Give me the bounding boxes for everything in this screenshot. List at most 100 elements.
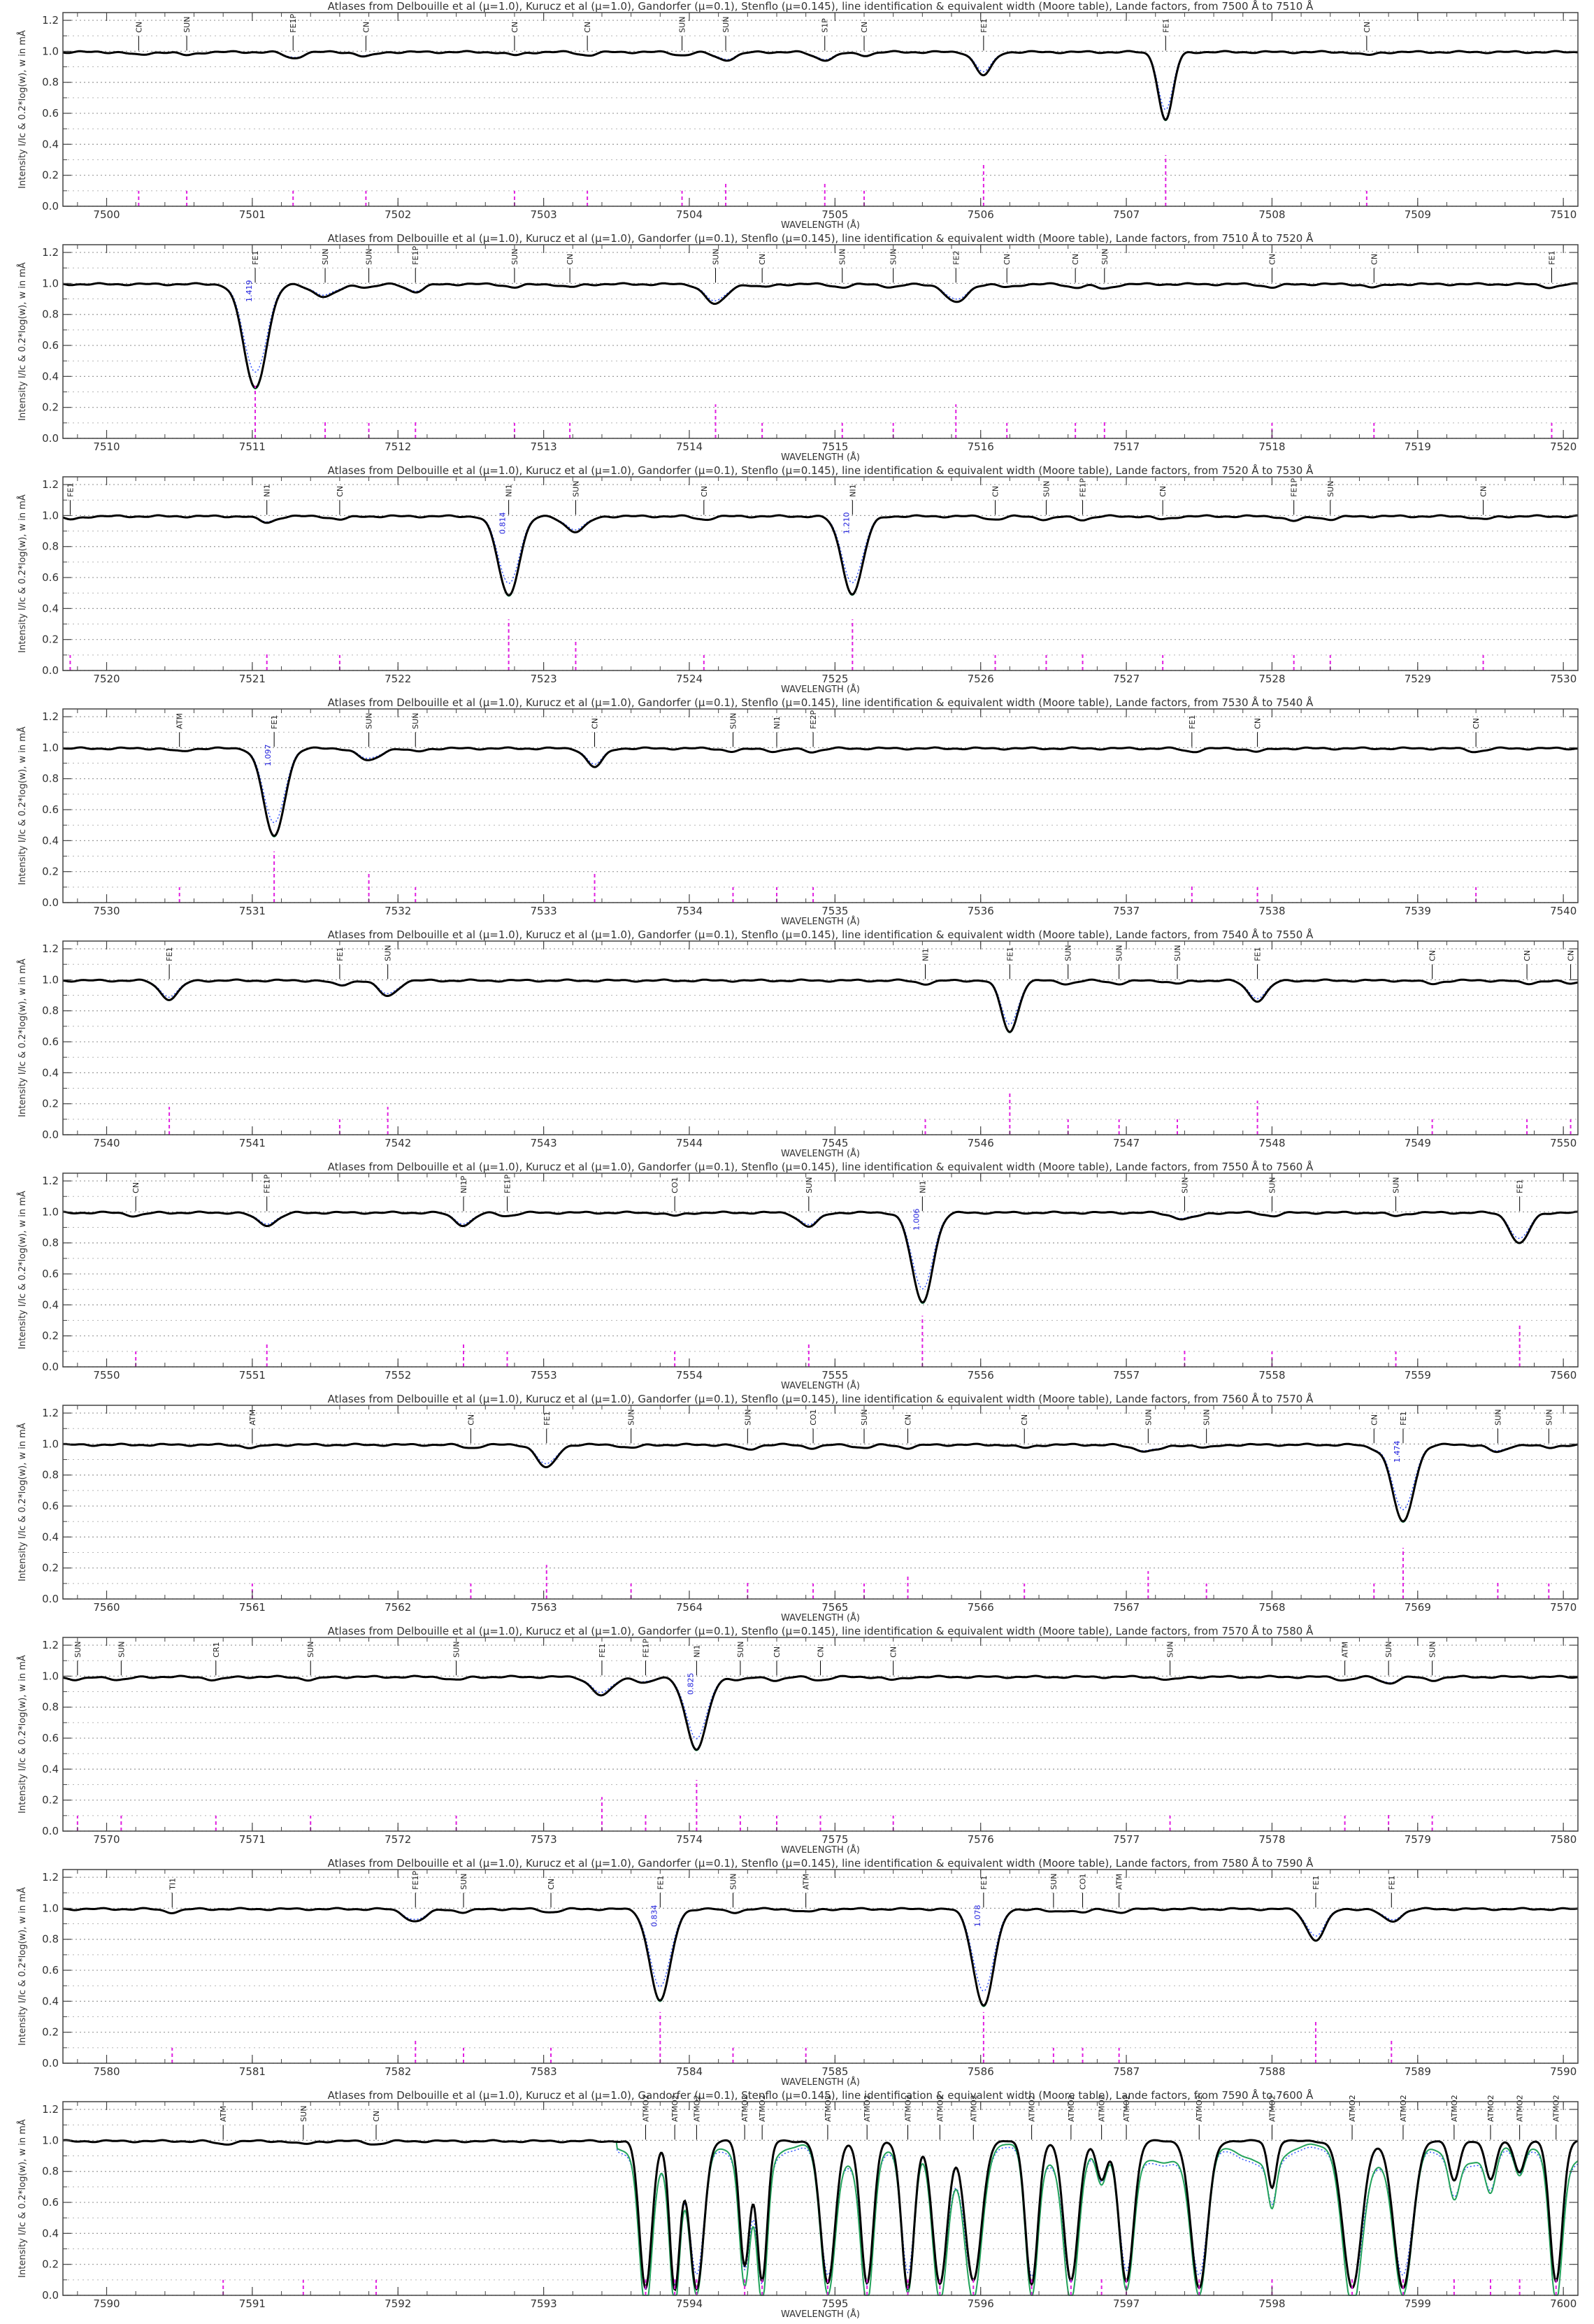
line-id-label: FE1 [251, 251, 260, 265]
x-tick-label: 7587 [1113, 2065, 1140, 2078]
plot-frame [62, 940, 1579, 1135]
line-id-label: ATMO2 [863, 2095, 872, 2122]
line-id-label: FE1P [411, 246, 420, 265]
x-axis-label: WAVELENGTH (Å) [781, 452, 860, 463]
line-id-label: CN [134, 22, 143, 33]
y-tick-label: 0.4 [42, 138, 59, 150]
line-id-label: CN [889, 1647, 898, 1658]
x-tick-label: 7597 [1113, 2297, 1140, 2310]
y-tick-label: 1.2 [42, 478, 59, 491]
spectrum-gandorfer [62, 1211, 1579, 1290]
x-tick-label: 7500 [93, 208, 120, 221]
spectrum-gandorfer [63, 1907, 1579, 1992]
chart-title: Atlases from Delbouille et al (μ=1.0), K… [328, 696, 1314, 709]
line-id-label: SUN [571, 481, 580, 497]
x-tick-label: 7560 [1550, 1369, 1577, 1382]
x-tick-label: 7523 [531, 673, 557, 685]
x-tick-label: 7594 [676, 2297, 703, 2310]
lande-factor-label: 0.814 [498, 512, 508, 534]
y-tick-label: 1.2 [42, 1407, 59, 1419]
y-tick-label: 0.2 [42, 633, 59, 646]
x-tick-label: 7600 [1550, 2297, 1577, 2310]
x-tick-label: 7531 [239, 905, 266, 917]
line-id-label: SUN [365, 249, 374, 265]
x-tick-label: 7569 [1405, 1601, 1431, 1614]
spectrum-kurucz [62, 514, 1579, 597]
x-tick-label: 7556 [968, 1369, 994, 1382]
x-axis-label: WAVELENGTH (Å) [781, 916, 860, 927]
line-id-label: FE1 [656, 1876, 665, 1890]
y-tick-label: 0.2 [42, 1794, 59, 1807]
x-tick-label: 7573 [531, 1833, 557, 1846]
x-tick-label: 7507 [1113, 208, 1140, 221]
line-id-label: SUN [1144, 1410, 1153, 1426]
x-tick-label: 7528 [1258, 673, 1285, 685]
line-id-label: ATMO2 [1552, 2095, 1561, 2122]
spectrum-kurucz [63, 1907, 1579, 2007]
x-tick-label: 7546 [968, 1137, 994, 1149]
line-id-label: NI1 [505, 484, 514, 496]
x-tick-label: 7502 [385, 208, 411, 221]
plot-frame [62, 708, 1579, 903]
line-id-label: ATMO2 [740, 2095, 749, 2122]
lande-factor-label: 1.474 [1393, 1440, 1402, 1463]
line-id-label: CN [510, 22, 519, 33]
x-tick-label: 7558 [1258, 1369, 1285, 1382]
y-tick-label: 0.0 [42, 1593, 59, 1605]
x-tick-label: 7555 [821, 1369, 848, 1382]
x-tick-label: 7521 [239, 673, 266, 685]
x-tick-label: 7590 [93, 2297, 120, 2310]
y-tick-label: 0.2 [42, 2026, 59, 2039]
x-tick-label: 7543 [531, 1137, 557, 1149]
x-tick-label: 7504 [676, 208, 703, 221]
chart-panel: Atlases from Delbouille et al (μ=1.0), K… [17, 1856, 1579, 2088]
line-id-label: SUN [743, 1410, 752, 1426]
x-tick-label: 7532 [385, 905, 411, 917]
y-tick-label: 1.0 [42, 1670, 59, 1682]
line-id-label: SUN [1166, 1642, 1175, 1658]
y-tick-label: 0.0 [42, 1128, 59, 1141]
line-id-label: SUN [838, 249, 847, 265]
y-tick-label: 0.4 [42, 602, 59, 615]
y-tick-label: 0.0 [42, 432, 59, 445]
line-id-label: CO1 [670, 1177, 680, 1193]
line-id-label: CN [1254, 718, 1263, 729]
line-id-label: SUN [1173, 945, 1182, 961]
line-id-label: CN [372, 2111, 381, 2122]
line-id-label: FE1P [1290, 478, 1299, 497]
x-tick-label: 7530 [93, 905, 120, 917]
y-tick-label: 1.2 [42, 942, 59, 955]
x-axis-label: WAVELENGTH (Å) [781, 1380, 860, 1391]
y-axis-label: Intensity I/Ic & 0.2*log(w), w in mÅ [17, 262, 28, 421]
y-tick-label: 1.0 [42, 509, 59, 522]
spectrum-delbouille [62, 50, 1579, 121]
y-tick-label: 0.8 [42, 308, 59, 321]
spectrum-delbouille [62, 978, 1579, 1033]
x-tick-label: 7578 [1258, 1833, 1285, 1846]
spectrum-delbouille [63, 1907, 1579, 2007]
chart-panel: Atlases from Delbouille et al (μ=1.0), K… [17, 696, 1579, 927]
x-tick-label: 7514 [676, 440, 703, 453]
x-tick-label: 7574 [676, 1833, 703, 1846]
x-tick-label: 7505 [821, 208, 848, 221]
y-tick-label: 0.0 [42, 2057, 59, 2070]
y-tick-label: 0.0 [42, 200, 59, 213]
x-tick-label: 7509 [1405, 208, 1431, 221]
x-tick-label: 7580 [1550, 1833, 1577, 1846]
y-tick-label: 0.6 [42, 1964, 59, 1977]
y-tick-label: 1.2 [42, 2103, 59, 2116]
plot-frame [62, 1405, 1579, 1600]
plot-frame [62, 12, 1579, 207]
x-tick-label: 7599 [1405, 2297, 1431, 2310]
y-tick-label: 1.2 [42, 1639, 59, 1651]
line-id-label: ATM [1341, 1642, 1350, 1658]
line-id-label: SUN [1202, 1410, 1212, 1426]
line-id-label: S1P [821, 18, 830, 33]
line-id-label: FE1P [289, 14, 298, 33]
chart-title: Atlases from Delbouille et al (μ=1.0), K… [328, 1624, 1314, 1637]
line-id-label: ATMO2 [1399, 2095, 1408, 2122]
x-tick-label: 7585 [821, 2065, 848, 2078]
x-tick-label: 7526 [968, 673, 994, 685]
line-id-label: FE1 [1399, 1412, 1408, 1426]
x-tick-label: 7552 [385, 1369, 411, 1382]
